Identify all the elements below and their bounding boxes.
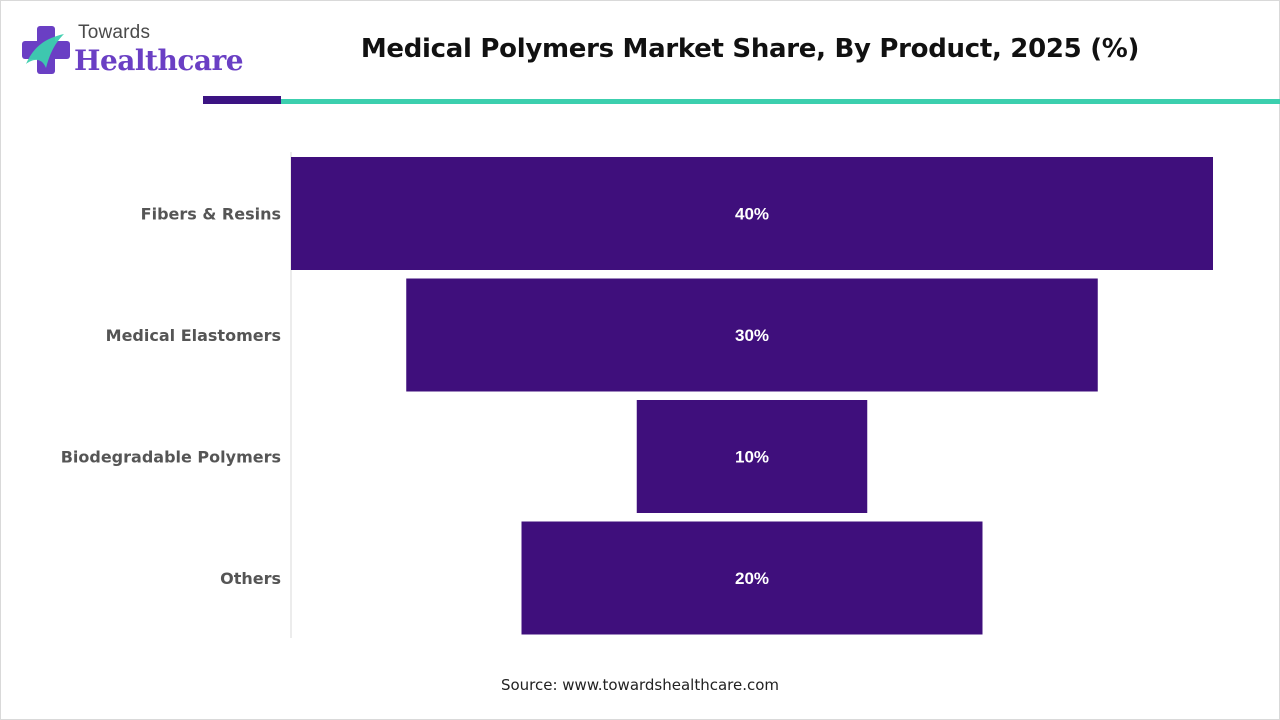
- brand-logo: Towards Healthcare: [20, 20, 244, 82]
- header-rule-accent: [203, 96, 281, 104]
- header-rule: [281, 99, 1280, 104]
- data-label: 40%: [735, 205, 769, 224]
- brand-name-top: Towards: [78, 22, 151, 43]
- health-cross-icon: [22, 26, 70, 74]
- category-tick-label: Medical Elastomers: [106, 326, 281, 345]
- bar: [636, 400, 868, 513]
- source-note: Source: www.towardshealthcare.com: [500, 676, 780, 694]
- data-label: 20%: [735, 569, 769, 588]
- bar: [521, 521, 983, 635]
- bar: [291, 157, 1213, 270]
- category-tick-label: Biodegradable Polymers: [61, 448, 281, 467]
- bar: [406, 278, 1098, 392]
- category-tick-label: Fibers & Resins: [141, 205, 281, 224]
- data-label: 10%: [735, 448, 769, 467]
- brand-name-main: Healthcare: [74, 44, 244, 77]
- data-label: 30%: [735, 326, 769, 345]
- chart-title: Medical Polymers Market Share, By Produc…: [360, 34, 1140, 64]
- category-tick-label: Others: [220, 569, 281, 588]
